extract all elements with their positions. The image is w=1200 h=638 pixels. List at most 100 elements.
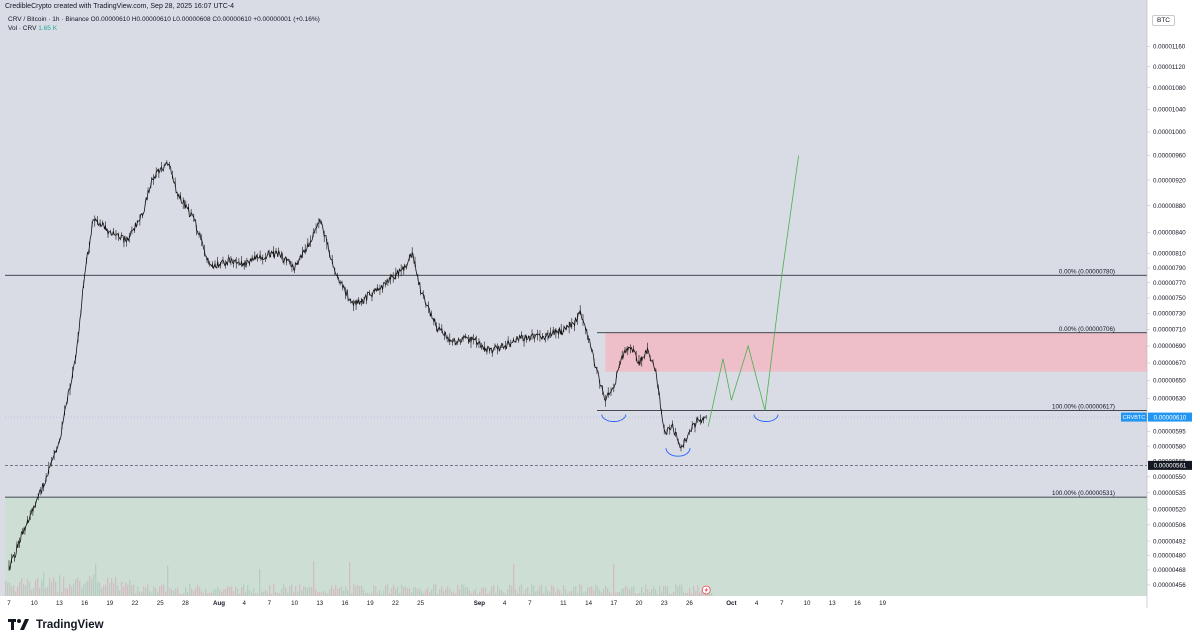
volume-bar (511, 585, 513, 596)
volume-bar (261, 591, 263, 596)
volume-bar (445, 589, 447, 596)
symbol-price-tag[interactable] (1121, 412, 1147, 422)
volume-bar (283, 584, 285, 596)
volume-bar (529, 593, 531, 596)
volume-bar (623, 588, 625, 596)
volume-bar (589, 587, 591, 596)
x-tick-label: 4 (503, 600, 507, 607)
volume-bar (509, 584, 511, 596)
left-shoulder-arc[interactable] (601, 414, 627, 422)
volume-bar (123, 586, 125, 596)
volume-bar (253, 588, 255, 596)
volume-bar (133, 584, 135, 596)
volume-bar (523, 593, 525, 596)
volume-bar (663, 586, 665, 596)
level-label: 0.00% (0.00000780) (1059, 268, 1115, 275)
volume-bar (11, 586, 13, 596)
volume-bar (239, 593, 241, 596)
volume-bar (633, 586, 635, 596)
volume-bar (271, 593, 273, 596)
x-tick-label: Aug (213, 600, 225, 607)
support-zone[interactable] (5, 497, 1147, 596)
volume-bar (683, 592, 685, 596)
author-line: CredibleCrypto created with TradingView.… (5, 3, 235, 10)
dashed-level-badge[interactable] (1148, 460, 1192, 470)
volume-bar (381, 593, 383, 596)
volume-bar (155, 587, 157, 596)
y-tick-label: 0.00001120 (1153, 64, 1186, 71)
volume-bar (417, 588, 419, 596)
x-tick-label: 26 (686, 600, 693, 607)
volume-bar (197, 584, 199, 596)
volume-bar (337, 589, 339, 596)
volume-bar (469, 590, 471, 596)
y-tick-label: 0.00000550 (1153, 474, 1186, 481)
volume-bar (641, 587, 643, 596)
time-axis-background (0, 596, 1147, 612)
volume-bar (421, 591, 423, 596)
volume-bar (171, 589, 173, 596)
volume-bar (427, 587, 429, 596)
volume-bar (297, 591, 299, 596)
symbol-legend[interactable]: CRV / Bitcoin · 1h · Binance O0.00000610… (8, 16, 320, 23)
volume-bar (405, 586, 407, 596)
volume-bar (163, 585, 165, 596)
price-chart[interactable]: 0.00% (0.00000780)0.00% (0.00000706)100.… (0, 0, 1200, 612)
volume-bar (659, 586, 661, 596)
price-series-line[interactable] (8, 161, 707, 571)
volume-bar (433, 584, 435, 596)
volume-bar (645, 584, 647, 596)
volume-bar (251, 592, 253, 596)
volume-bar (281, 588, 283, 596)
volume-bar (431, 589, 433, 596)
volume-bar (243, 584, 245, 596)
projection-path[interactable] (707, 155, 799, 427)
y-tick-label: 0.00000710 (1153, 327, 1186, 334)
currency-button[interactable]: BTC (1152, 15, 1175, 26)
y-tick-label: 0.00001040 (1153, 107, 1186, 114)
volume-bar (327, 593, 329, 596)
volume-bar (55, 581, 57, 596)
y-tick-label: 0.00000920 (1153, 177, 1186, 184)
volume-bar (33, 587, 35, 596)
volume-bar (577, 592, 579, 596)
volume-bar (345, 586, 347, 596)
volume-bar (397, 586, 399, 596)
y-tick-label: 0.00000630 (1153, 396, 1186, 403)
volume-label: Vol · CRV (8, 25, 37, 32)
volume-legend[interactable]: Vol · CRV 1.65 K (8, 25, 57, 32)
x-tick-label: 19 (879, 600, 886, 607)
volume-bar (27, 579, 29, 596)
volume-bar (21, 578, 23, 596)
volume-bar (363, 589, 365, 596)
volume-bar (101, 588, 103, 596)
volume-bar (555, 592, 557, 596)
symbol-name[interactable]: CRV / Bitcoin · 1h · Binance (8, 16, 89, 23)
volume-bar (75, 579, 77, 596)
volume-bar (79, 580, 81, 596)
volume-bar (389, 593, 391, 596)
volume-bar (179, 593, 181, 596)
x-tick-label: 16 (81, 600, 88, 607)
volume-bar (117, 585, 119, 596)
volume-bar (295, 586, 297, 596)
x-tick-label: Sep (474, 600, 486, 607)
volume-bar (353, 584, 355, 596)
tradingview-logo[interactable]: TradingView (8, 618, 104, 632)
right-shoulder-arc[interactable] (753, 414, 779, 422)
resistance-zone[interactable] (605, 332, 1147, 372)
volume-bar (343, 590, 345, 596)
volume-bar (533, 584, 535, 596)
volume-bar (375, 586, 377, 596)
current-price-badge[interactable] (1148, 412, 1192, 422)
head-arc[interactable] (665, 448, 691, 457)
volume-bar (199, 587, 201, 596)
volume-bar (201, 591, 203, 596)
volume-bar (311, 587, 313, 596)
y-tick-label: 0.00000730 (1153, 311, 1186, 318)
volume-bar (365, 593, 367, 596)
y-tick-label: 0.00000506 (1153, 522, 1186, 529)
volume-bar (7, 582, 9, 596)
tradingview-wordmark: TradingView (36, 619, 104, 631)
volume-bar (231, 586, 233, 596)
